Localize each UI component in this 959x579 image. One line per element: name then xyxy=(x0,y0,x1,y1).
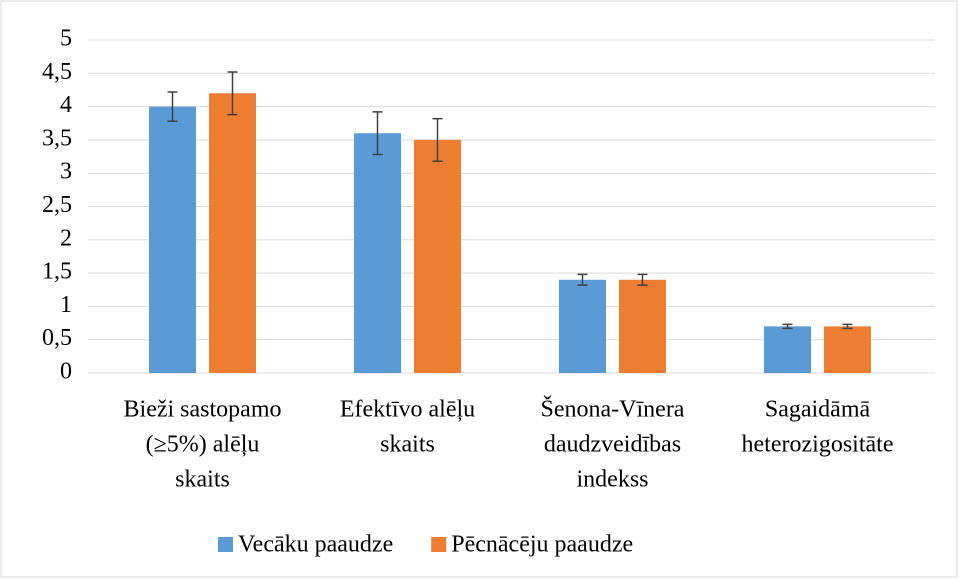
y-tick-label: 0,5 xyxy=(42,325,72,351)
error-bar xyxy=(372,111,383,156)
x-tick-label: skaits xyxy=(175,467,230,493)
y-tick-label: 4,5 xyxy=(42,59,72,85)
legend-swatch xyxy=(431,537,447,552)
bar xyxy=(354,133,401,373)
x-tick-label: indekss xyxy=(577,467,649,493)
bar xyxy=(149,106,196,373)
bar xyxy=(414,139,461,373)
x-tick-label: Sagaidāmā xyxy=(765,397,871,423)
x-tick-label: heterozigositāte xyxy=(742,432,894,458)
error-bar xyxy=(637,273,648,286)
x-tick-label: skaits xyxy=(380,432,435,458)
bar xyxy=(764,326,811,373)
error-bar xyxy=(227,71,238,116)
y-tick-label: 4 xyxy=(60,92,72,118)
y-tick-label: 1,5 xyxy=(42,259,72,285)
legend-label: Vecāku paaudze xyxy=(238,532,393,558)
error-bar xyxy=(577,273,588,286)
y-tick-label: 0 xyxy=(60,359,72,385)
bar xyxy=(824,326,871,373)
y-tick-label: 1 xyxy=(60,292,72,318)
error-bar xyxy=(782,323,793,330)
x-tick-label: Šenona-Vīnera xyxy=(541,396,685,423)
error-bar xyxy=(167,91,178,123)
x-tick-label: daudzveidības xyxy=(544,432,681,458)
y-tick-label: 3 xyxy=(60,159,72,185)
x-tick-label: (≥5%) alēļu xyxy=(146,432,260,458)
bar xyxy=(619,279,666,373)
legend-label: Pēcnācēju paaudze xyxy=(451,532,633,558)
x-tick-label: Bieži sastopamo xyxy=(124,397,282,423)
bar xyxy=(559,279,606,373)
x-tick-label: Efektīvo alēļu xyxy=(340,397,475,423)
y-tick-label: 3,5 xyxy=(42,125,72,151)
y-tick-label: 2 xyxy=(60,225,72,251)
legend-swatch xyxy=(218,537,233,552)
y-tick-label: 5 xyxy=(60,26,72,52)
y-tick-label: 2,5 xyxy=(42,192,72,218)
error-bar xyxy=(842,323,853,330)
bar xyxy=(209,93,256,373)
error-bar xyxy=(432,117,443,162)
